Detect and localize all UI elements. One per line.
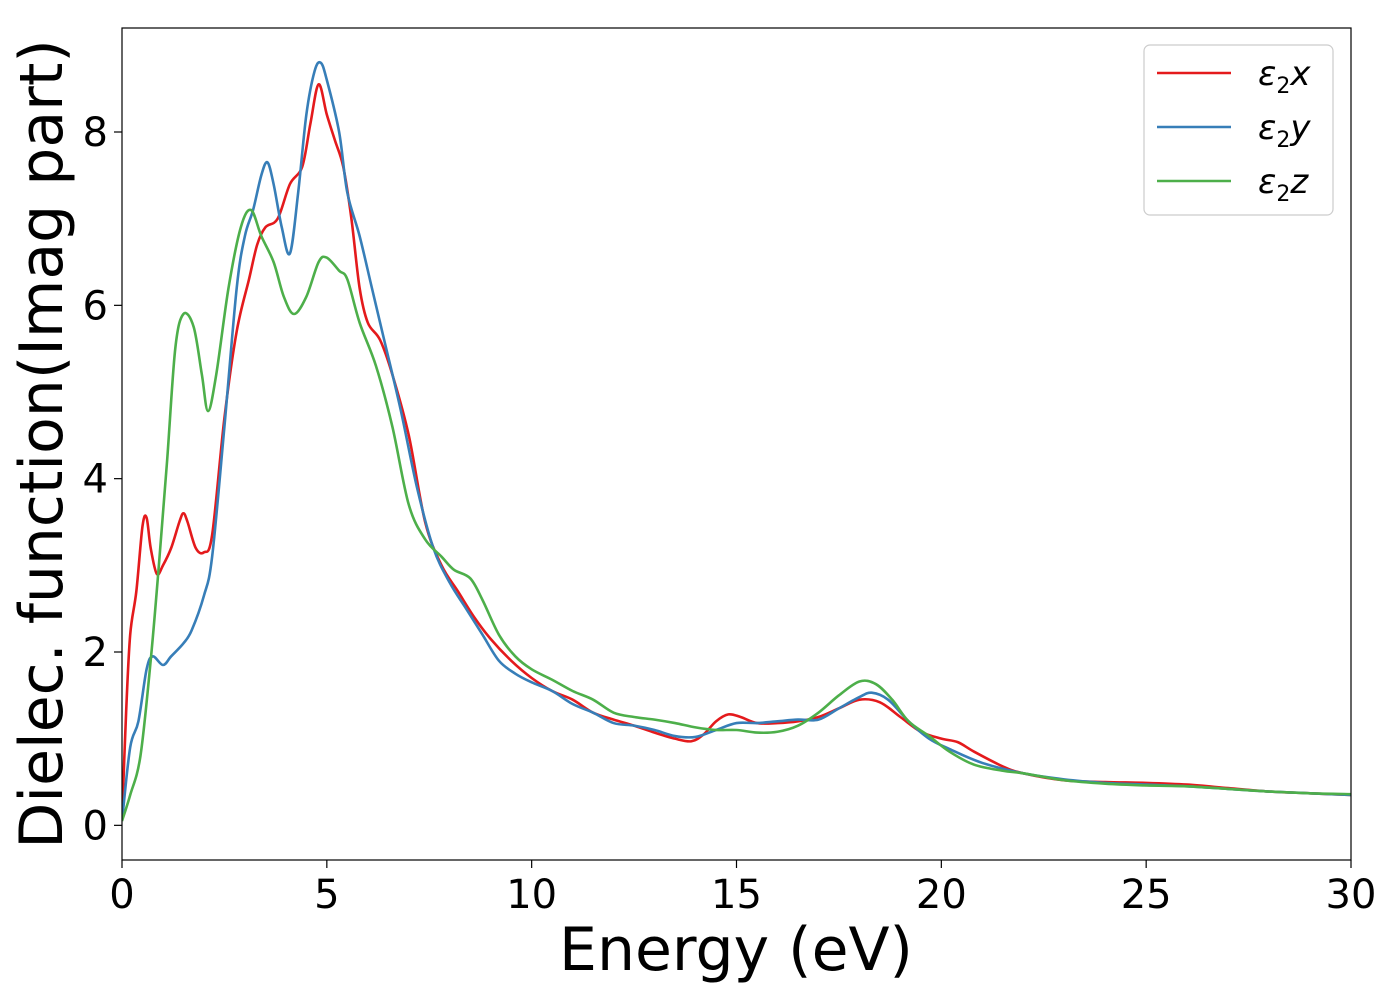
y-axis: 0 2 4 6 8: [83, 110, 122, 849]
y-tick-label: 8: [83, 110, 108, 156]
legend-label-x: ε2x: [1258, 54, 1311, 99]
x-tick-label: 5: [314, 872, 339, 918]
y-tick-label: 6: [83, 283, 108, 329]
legend-label-z: ε2z: [1258, 162, 1309, 207]
legend-box: [1143, 44, 1334, 216]
x-tick-label: 15: [711, 872, 762, 918]
series-line-z: [122, 208, 1351, 822]
y-tick-label: 0: [83, 803, 108, 849]
legend: ε2x ε2y ε2z: [1143, 44, 1334, 216]
legend-label-y: ε2y: [1258, 108, 1311, 153]
x-axis: 0 5 10 15 20 25 30: [109, 860, 1376, 918]
x-tick-label: 20: [916, 872, 967, 918]
y-tick-label: 2: [83, 630, 108, 676]
x-tick-label: 30: [1326, 872, 1377, 918]
x-tick-label: 0: [109, 872, 134, 918]
y-axis-label: Dielec. function(Imag part): [7, 39, 77, 849]
x-tick-label: 10: [506, 872, 557, 918]
x-axis-label: Energy (eV): [559, 915, 913, 985]
x-tick-label: 25: [1121, 872, 1172, 918]
y-tick-label: 4: [83, 457, 108, 503]
series-layer: [122, 60, 1351, 822]
